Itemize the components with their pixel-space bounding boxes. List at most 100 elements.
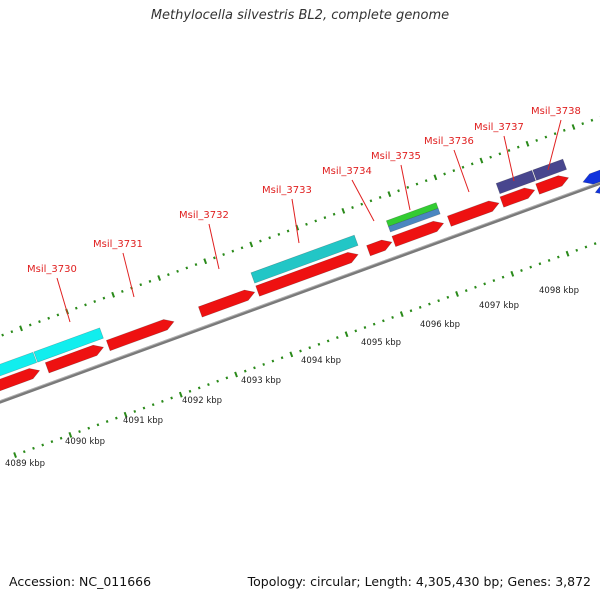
- lower-tick: [105, 420, 109, 423]
- upper-tick: [498, 152, 502, 156]
- lower-tick: [354, 329, 358, 333]
- upper-tick: [185, 266, 189, 270]
- upper-tick: [378, 195, 382, 199]
- upper-tick: [562, 128, 566, 132]
- lower-tick: [520, 269, 523, 272]
- upper-tick: [544, 135, 548, 139]
- lower-tick: [32, 446, 35, 450]
- upper-tick: [433, 174, 438, 181]
- upper-tick: [74, 306, 78, 310]
- lower-tick: [391, 315, 394, 319]
- backbone-highlight: [0, 181, 600, 402]
- lower-tick: [593, 242, 597, 246]
- lower-tick: [510, 270, 515, 277]
- gene-label: Msil_3736: [424, 136, 474, 147]
- upper-tick: [139, 283, 143, 287]
- scale-label: 4089 kbp: [5, 459, 45, 469]
- upper-tick: [351, 206, 354, 210]
- upper-tick: [470, 162, 474, 166]
- upper-tick: [56, 313, 60, 317]
- gene-label-leader: [122, 252, 135, 298]
- lower-tick: [151, 403, 155, 407]
- green-gene-block: [385, 202, 439, 227]
- lower-tick: [271, 359, 275, 363]
- tick-marks: [1, 116, 600, 458]
- genome-stats-text: Topology: circular; Length: 4,305,430 bp…: [247, 574, 591, 589]
- lower-tick: [41, 443, 45, 447]
- scale-label: 4095 kbp: [361, 338, 401, 348]
- lower-tick: [161, 399, 164, 403]
- cyan-gene-block: [33, 327, 104, 363]
- gene-label-leader: [453, 149, 470, 193]
- lower-tick: [317, 342, 321, 346]
- upper-tick: [240, 246, 244, 250]
- lower-tick: [584, 245, 588, 249]
- lower-tick: [197, 386, 201, 390]
- lower-tick: [299, 349, 302, 353]
- upper-tick: [525, 140, 530, 147]
- labels: Msil_3730 Msil_3731 Msil_3732 Msil_3733 Msil…: [5, 106, 581, 469]
- upper-tick: [571, 124, 576, 130]
- lower-tick: [13, 452, 17, 458]
- lower-tick: [372, 322, 376, 326]
- cyan-gene-block: [250, 234, 359, 284]
- lower-tick: [133, 409, 137, 413]
- gene-label-leader: [56, 277, 71, 323]
- lower-tick: [483, 282, 487, 286]
- upper-tick: [194, 263, 198, 267]
- upper-tick: [277, 232, 281, 236]
- upper-tick: [120, 289, 124, 293]
- upper-tick: [102, 296, 106, 300]
- gene-label-leader: [503, 135, 515, 182]
- upper-tick: [148, 279, 152, 283]
- lower-tick: [289, 351, 294, 358]
- upper-tick: [268, 236, 272, 240]
- lower-tick: [59, 436, 63, 440]
- upper-tick: [93, 300, 97, 303]
- lower-tick: [87, 426, 91, 430]
- lower-tick: [335, 336, 339, 340]
- upper-tick: [111, 291, 116, 298]
- upper-tick: [157, 275, 162, 281]
- gene-label-leader: [291, 198, 300, 244]
- lower-tick: [418, 305, 422, 309]
- lower-tick: [123, 411, 128, 418]
- features: [0, 158, 600, 392]
- blue-reverse-arrow: [582, 169, 600, 185]
- cds-arrow: [499, 187, 536, 208]
- upper-tick: [10, 330, 14, 334]
- purple-gene-block: [495, 169, 536, 195]
- upper-tick: [1, 333, 4, 337]
- upper-tick: [581, 122, 585, 126]
- upper-tick: [387, 191, 392, 198]
- lower-tick: [474, 285, 477, 289]
- lower-tick: [382, 319, 385, 323]
- lower-tick: [178, 391, 183, 398]
- backbone: [0, 181, 600, 404]
- gene-label: Msil_3733: [262, 185, 312, 196]
- lower-tick: [142, 406, 146, 410]
- upper-tick: [19, 325, 23, 332]
- lower-tick: [575, 248, 579, 252]
- label-leaders: [56, 119, 562, 323]
- scale-label: 4098 kbp: [539, 286, 579, 296]
- lower-tick: [492, 279, 496, 283]
- cds-arrow: [535, 175, 570, 195]
- upper-tick: [535, 138, 539, 142]
- upper-tick: [443, 172, 446, 176]
- backbone-line: [0, 181, 600, 404]
- upper-tick: [590, 118, 594, 122]
- upper-tick: [38, 320, 41, 324]
- upper-tick: [397, 189, 400, 193]
- upper-tick: [516, 145, 520, 149]
- lower-tick: [50, 440, 54, 444]
- upper-tick: [406, 185, 410, 189]
- lower-tick: [253, 366, 256, 370]
- gene-label: Msil_3734: [322, 166, 372, 177]
- lower-tick: [262, 362, 266, 366]
- upper-tick: [323, 216, 327, 220]
- lower-tick: [437, 299, 440, 303]
- upper-tick: [341, 207, 346, 214]
- lower-tick: [529, 265, 533, 269]
